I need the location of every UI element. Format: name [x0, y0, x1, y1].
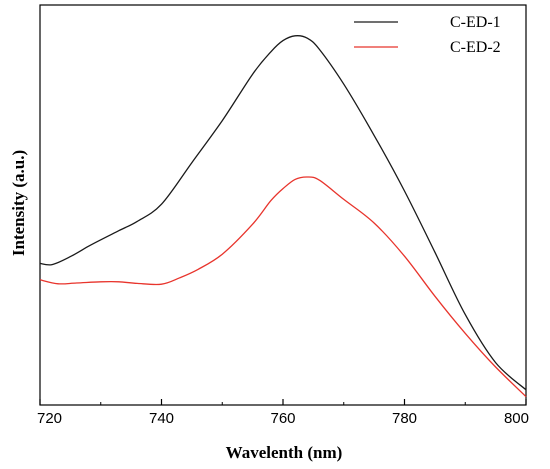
series-line-1	[39, 35, 527, 391]
x-tick-label: 760	[270, 410, 295, 427]
x-tick-label: 780	[392, 410, 417, 427]
legend-label-2: C-ED-2	[450, 39, 501, 56]
x-tick-label: 720	[37, 410, 62, 427]
x-tick-label: 740	[149, 410, 174, 427]
y-axis-label: Intensity (a.u.)	[9, 150, 28, 256]
x-tick-label: 800	[504, 410, 529, 427]
legend-label-1: C-ED-1	[450, 14, 501, 31]
series-line-2	[39, 176, 527, 398]
x-axis-label: Wavelenth (nm)	[226, 443, 343, 462]
plot-frame	[39, 4, 527, 406]
